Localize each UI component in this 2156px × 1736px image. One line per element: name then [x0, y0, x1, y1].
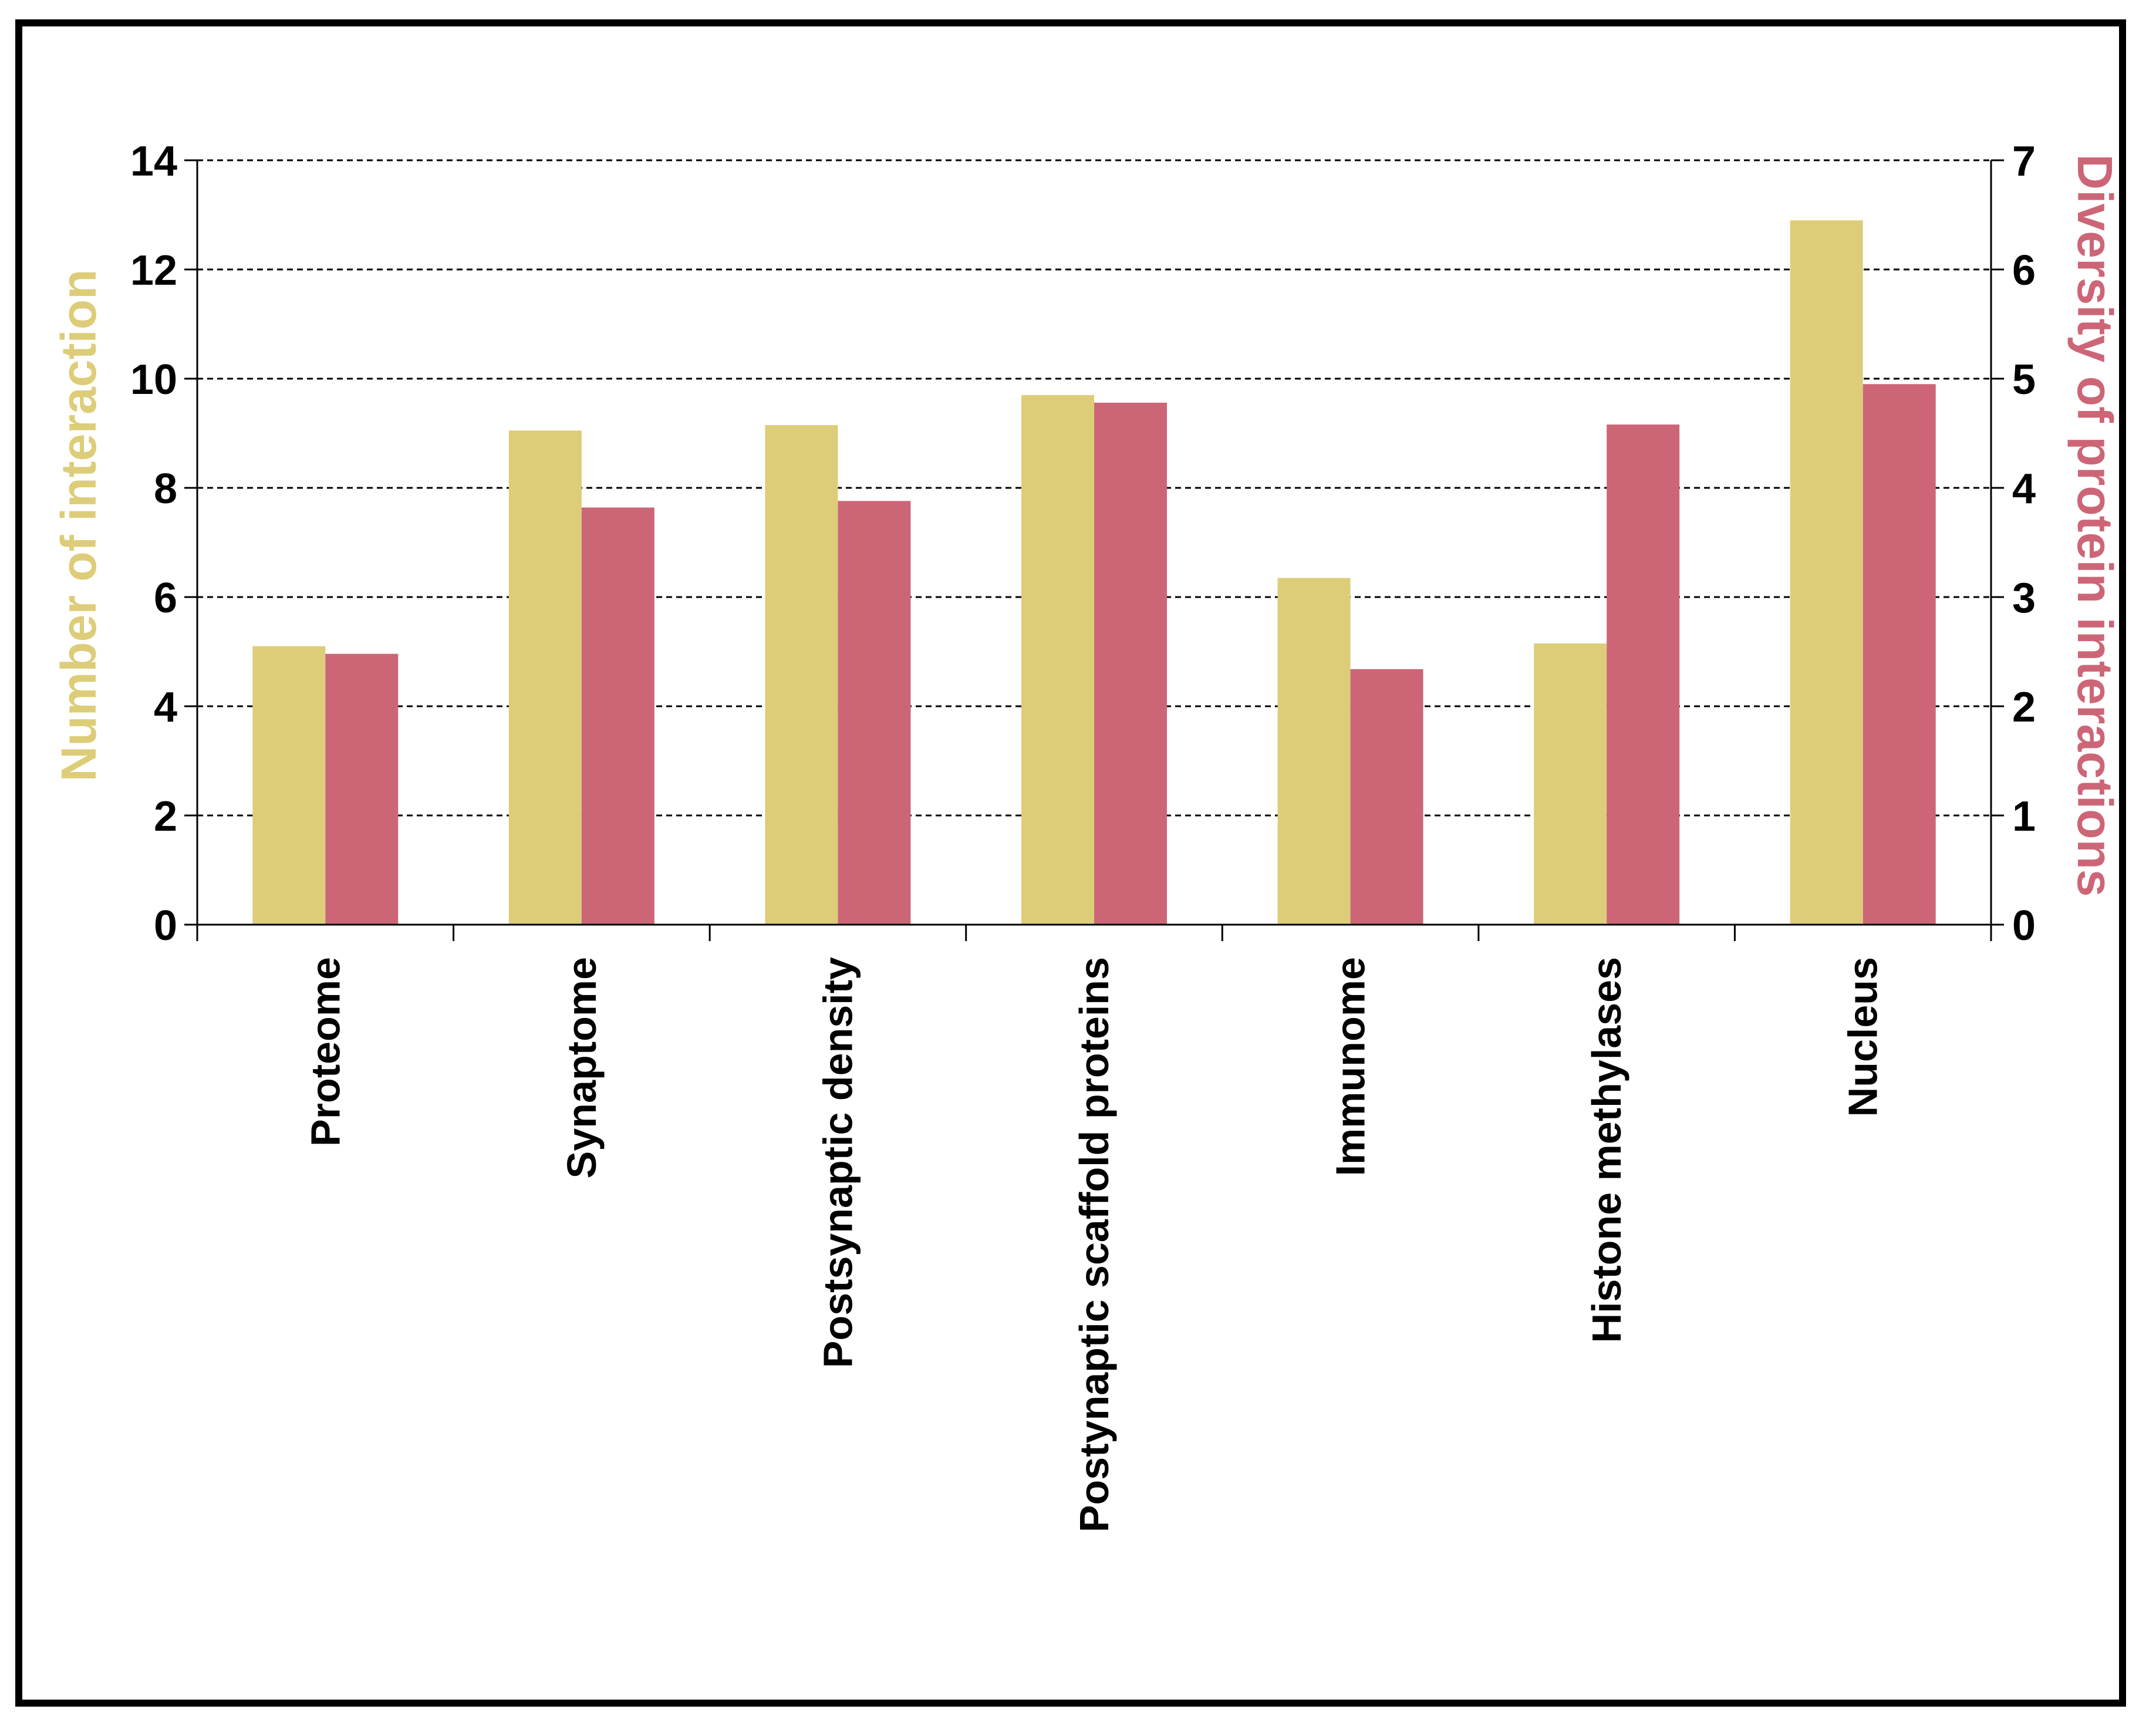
category-label: Proteome: [302, 957, 348, 1147]
left-tick-label: 4: [154, 684, 177, 731]
category-label: Immunome: [1328, 957, 1374, 1176]
bar-number-of-interaction-4: [1277, 578, 1351, 925]
category-label: Postynaptic scaffold proteins: [1071, 957, 1117, 1532]
left-tick-label: 8: [154, 466, 177, 513]
left-axis-title: Number of interaction: [51, 269, 106, 782]
right-tick-label: 3: [2012, 575, 2036, 622]
category-label: Nucleus: [1840, 957, 1886, 1117]
left-tick-label: 6: [154, 575, 177, 622]
bar-diversity-5: [1607, 424, 1680, 925]
right-tick-label: 2: [2012, 684, 2036, 731]
right-tick-label: 1: [2012, 793, 2036, 840]
bar-diversity-0: [325, 653, 399, 925]
bar-diversity-1: [581, 507, 654, 925]
left-tick-label: 2: [154, 793, 177, 840]
right-tick-label: 5: [2012, 356, 2036, 403]
right-axis-title: Diversity of protein interactions: [2067, 154, 2123, 897]
left-tick-label: 12: [130, 247, 177, 294]
bar-number-of-interaction-1: [508, 430, 582, 925]
left-tick-label: 14: [130, 138, 177, 185]
bar-diversity-3: [1094, 402, 1167, 925]
bar-diversity-2: [838, 501, 911, 925]
bar-diversity-4: [1350, 669, 1423, 925]
left-tick-label: 10: [130, 356, 177, 403]
right-tick-label: 0: [2012, 902, 2036, 949]
bar-diversity-6: [1863, 384, 1936, 925]
right-tick-label: 4: [2012, 466, 2036, 513]
bar-number-of-interaction-6: [1790, 220, 1863, 925]
bar-number-of-interaction-5: [1534, 643, 1607, 925]
bars: [252, 220, 1936, 925]
category-label: Histone methylases: [1584, 957, 1629, 1343]
left-axis-ticks: 0 2 4 6 8 10 12 14: [130, 138, 197, 949]
bar-number-of-interaction-3: [1021, 395, 1094, 925]
left-tick-label: 0: [154, 902, 177, 949]
category-label: Synaptome: [559, 957, 605, 1178]
category-label: Postsynaptic density: [815, 957, 861, 1368]
right-axis-ticks: 0 1 2 3 4 5 6 7: [1991, 138, 2036, 949]
bar-number-of-interaction-0: [252, 646, 326, 925]
bar-number-of-interaction-2: [765, 425, 838, 925]
right-tick-label: 6: [2012, 247, 2036, 294]
axes: [196, 160, 1992, 941]
category-labels: Proteome Synaptome Postsynaptic density Pos…: [302, 957, 1885, 1532]
right-tick-label: 7: [2012, 138, 2036, 185]
